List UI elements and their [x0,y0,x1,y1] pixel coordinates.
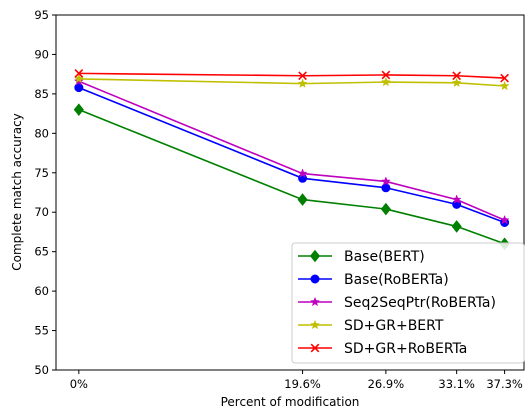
y-axis-label: Complete match accuracy [10,113,24,271]
data-point [381,183,391,193]
y-axis-ticks: 50 55 60 65 70 75 80 85 90 95 [34,8,56,377]
x-tick-label: 33.1% [438,377,475,391]
y-tick-label: 60 [34,284,49,298]
data-point [380,202,391,216]
y-tick-label: 50 [34,363,49,377]
data-point [499,214,510,225]
data-point [380,176,391,186]
data-point [309,249,321,263]
legend-item: Base(BERT) [298,249,425,265]
legend-label: Seq2SeqPtr(RoBERTa) [344,295,496,311]
data-point [500,73,509,83]
data-point [297,193,308,206]
legend-label: Base(BERT) [344,249,425,265]
legend-label: SD+GR+BERT [344,318,444,334]
y-tick-label: 80 [34,126,49,140]
data-point [499,80,510,91]
data-point [310,274,320,284]
x-tick-label: 19.6% [284,377,321,391]
series-sd-gr-roberta [74,69,509,83]
x-tick-label: 26.9% [368,377,405,391]
data-point [298,71,307,81]
data-point [451,194,462,204]
data-point [73,103,84,116]
legend-item: Seq2SeqPtr(RoBERTa) [298,295,496,311]
legend: Base(BERT) Base(RoBERTa) Seq2SeqPtr(RoBERT… [291,242,525,364]
data-point [297,168,308,178]
data-point [451,77,462,88]
data-point [452,71,462,81]
y-tick-label: 95 [34,8,49,22]
data-point [74,69,84,78]
y-tick-label: 85 [34,87,49,101]
x-axis-label: Percent of modification [221,395,360,409]
y-tick-label: 70 [34,205,49,219]
legend-label: Base(RoBERTa) [344,272,449,288]
data-point [451,220,462,233]
y-tick-label: 75 [34,166,49,180]
data-point [310,296,320,307]
legend-frame [291,242,525,364]
data-point [381,70,391,80]
legend-item: SD+GR+BERT [298,318,444,334]
y-tick-label: 65 [34,245,49,259]
data-point [74,83,84,93]
x-tick-label: 0% [70,377,88,391]
data-point [310,319,320,330]
legend-label: SD+GR+RoBERTa [344,341,467,357]
y-tick-label: 90 [34,47,49,61]
data-point [380,76,391,87]
series-layer [73,69,510,251]
x-tick-label: 37.3% [486,377,523,391]
legend-item: Base(RoBERTa) [298,272,449,288]
data-point [297,78,308,88]
y-tick-label: 55 [34,324,49,338]
legend-item: SD+GR+RoBERTa [298,341,467,357]
data-point [310,343,320,353]
x-axis-ticks: 0% 19.6% 26.9% 33.1% 37.3% [70,370,523,391]
